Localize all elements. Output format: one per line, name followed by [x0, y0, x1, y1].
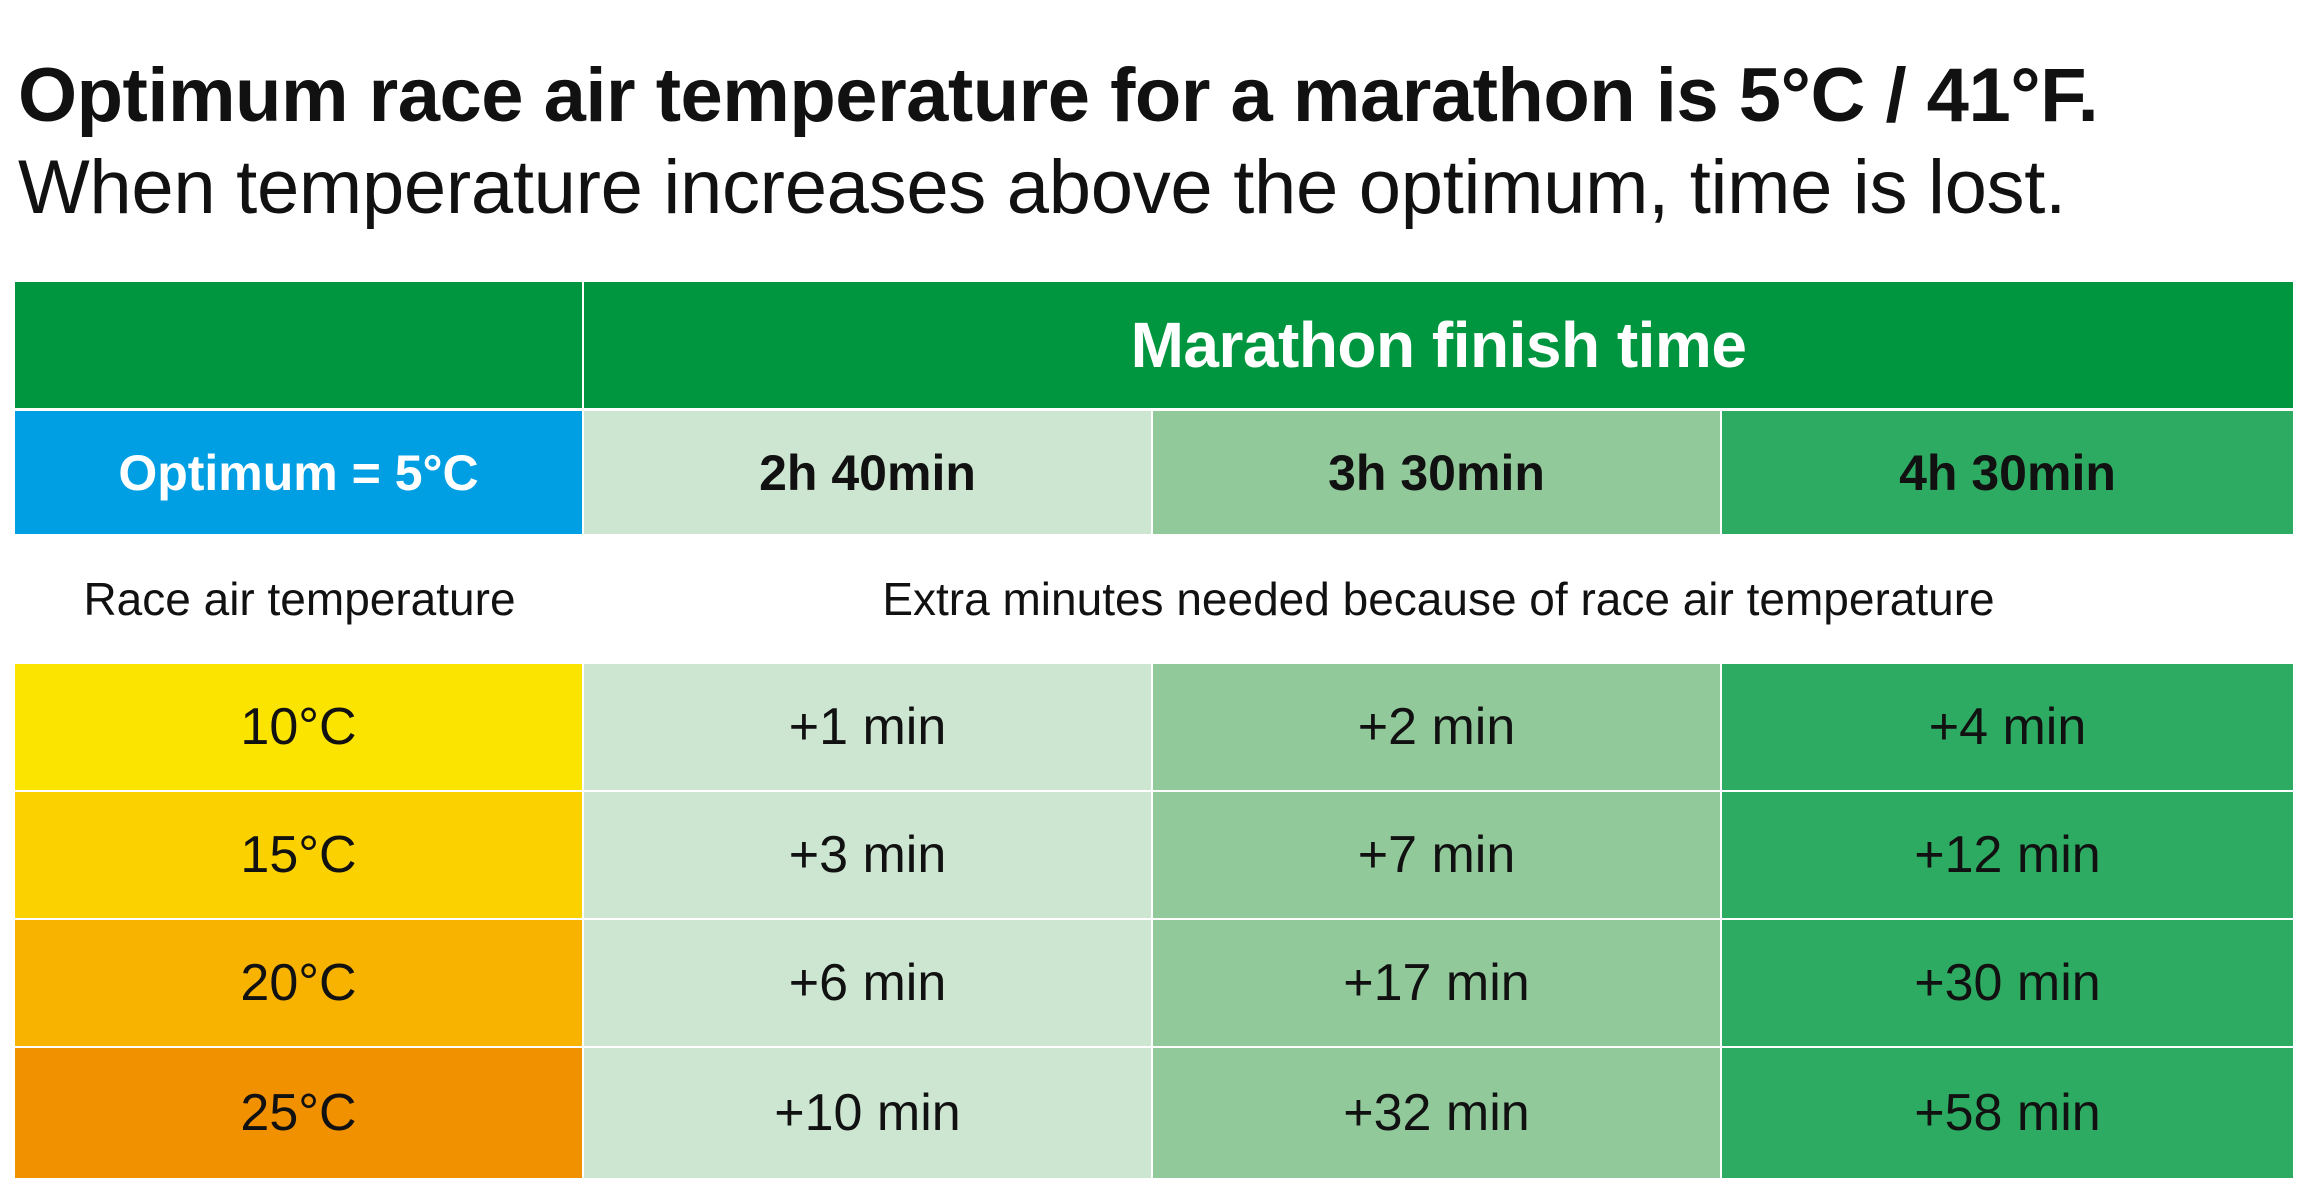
headline: Optimum race air temperature for a marat… — [18, 50, 2288, 234]
temperature-15c: 15°C — [15, 792, 584, 920]
marathon-temperature-table: Marathon finish time Optimum = 5°C 2h 40… — [15, 282, 2293, 1178]
table-cell: +1 min — [584, 664, 1153, 792]
finish-time-3h30: 3h 30min — [1153, 408, 1722, 534]
table-cell: +7 min — [1153, 792, 1722, 920]
temperature-20c: 20°C — [15, 920, 584, 1048]
table-cell: +30 min — [1722, 920, 2293, 1048]
race-air-temperature-label: Race air temperature — [15, 534, 584, 664]
table-cell: +10 min — [584, 1048, 1153, 1178]
table-cell: +58 min — [1722, 1048, 2293, 1178]
extra-minutes-label: Extra minutes needed because of race air… — [584, 534, 2293, 664]
optimum-label: Optimum = 5°C — [15, 408, 584, 534]
headline-title: Optimum race air temperature for a marat… — [18, 53, 2099, 138]
table-cell: +2 min — [1153, 664, 1722, 792]
temperature-10c: 10°C — [15, 664, 584, 792]
table-cell: +4 min — [1722, 664, 2293, 792]
table-cell: +3 min — [584, 792, 1153, 920]
headline-subtitle: When temperature increases above the opt… — [18, 145, 2066, 230]
temperature-25c: 25°C — [15, 1048, 584, 1178]
table-cell: +17 min — [1153, 920, 1722, 1048]
table-cell: +12 min — [1722, 792, 2293, 920]
header-blank-cell — [15, 282, 584, 408]
table-cell: +6 min — [584, 920, 1153, 1048]
finish-time-2h40: 2h 40min — [584, 408, 1153, 534]
finish-time-4h30: 4h 30min — [1722, 408, 2293, 534]
finish-time-header: Marathon finish time — [584, 282, 2293, 408]
table-cell: +32 min — [1153, 1048, 1722, 1178]
